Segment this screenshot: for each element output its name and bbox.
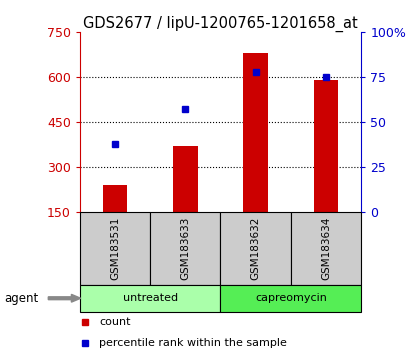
Text: agent: agent: [4, 292, 39, 305]
Title: GDS2677 / lipU-1200765-1201658_at: GDS2677 / lipU-1200765-1201658_at: [83, 16, 358, 32]
Bar: [102, 185, 127, 212]
Bar: [220, 285, 361, 312]
Text: untreated: untreated: [123, 293, 178, 303]
Bar: [80, 285, 220, 312]
Bar: [243, 53, 268, 212]
Text: count: count: [100, 317, 131, 327]
Text: GSM183634: GSM183634: [321, 217, 331, 280]
Bar: [150, 212, 220, 285]
Bar: [291, 212, 361, 285]
Text: capreomycin: capreomycin: [255, 293, 327, 303]
Text: GSM183531: GSM183531: [110, 217, 120, 280]
Bar: [220, 212, 291, 285]
Bar: [314, 80, 339, 212]
Text: GSM183632: GSM183632: [251, 217, 261, 280]
Bar: [80, 212, 150, 285]
Text: percentile rank within the sample: percentile rank within the sample: [100, 338, 287, 348]
Text: GSM183633: GSM183633: [180, 217, 190, 280]
Bar: [173, 146, 198, 212]
